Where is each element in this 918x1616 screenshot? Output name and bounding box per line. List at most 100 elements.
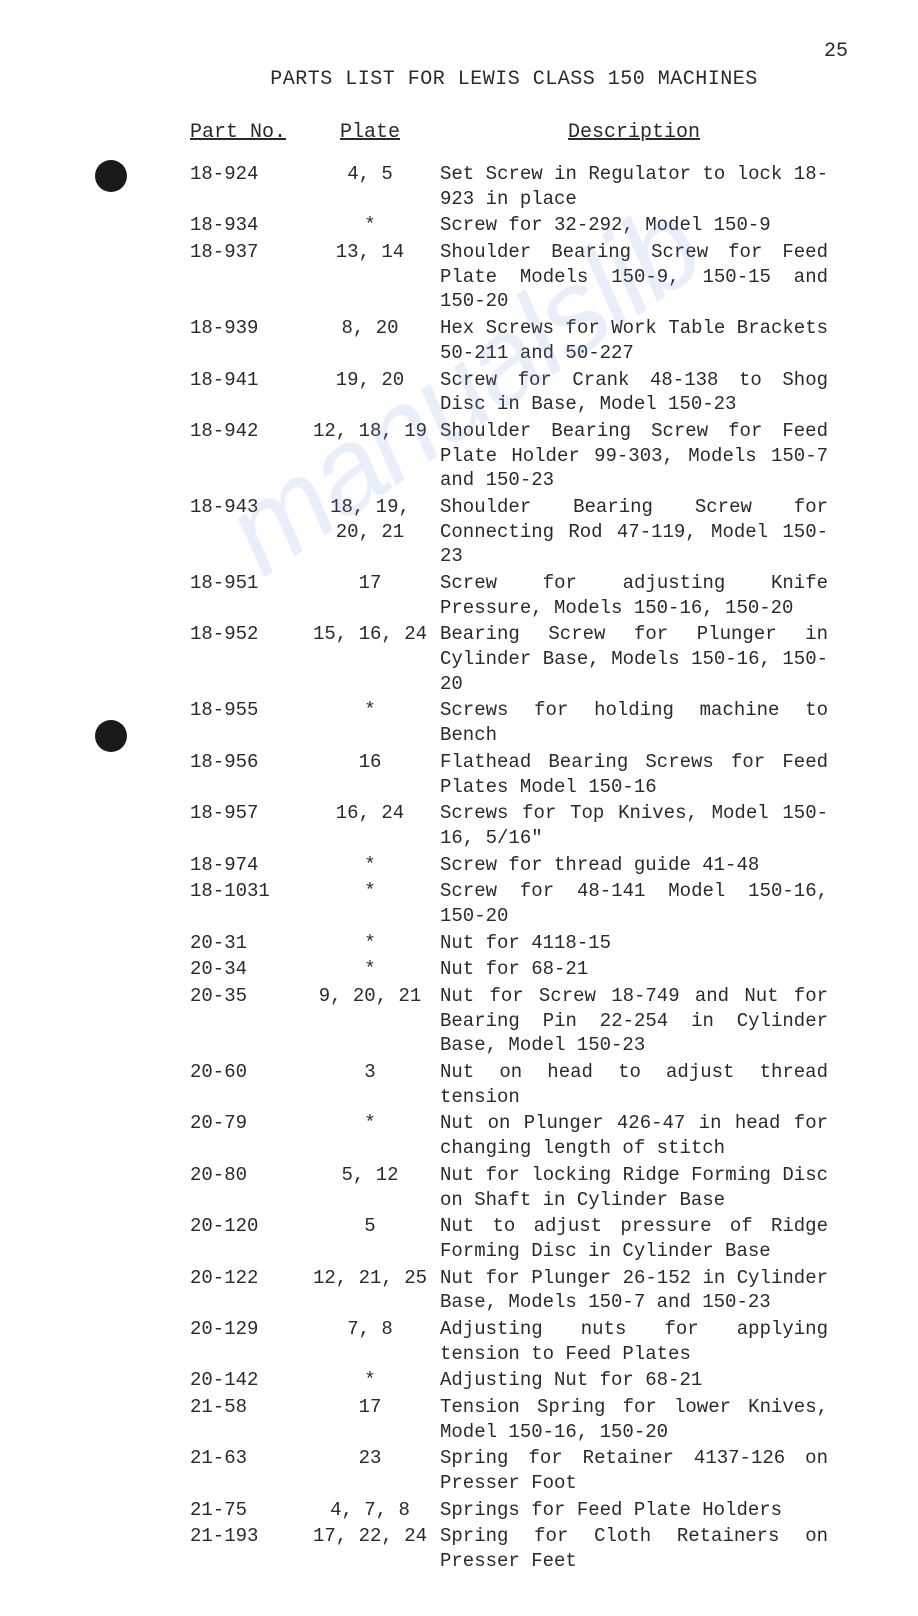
- cell-plate: *: [310, 879, 430, 904]
- cell-part-no: 20-122: [190, 1266, 310, 1291]
- cell-plate: 16: [310, 750, 430, 775]
- cell-part-no: 18-955: [190, 698, 310, 723]
- table-row: 18-9244, 5Set Screw in Regulator to lock…: [190, 162, 828, 211]
- cell-plate: *: [310, 931, 430, 956]
- table-row: 21-754, 7, 8Springs for Feed Plate Holde…: [190, 1498, 828, 1523]
- cell-plate: 15, 16, 24: [310, 622, 430, 647]
- document-page: 25 manualslib PARTS LIST FOR LEWIS CLASS…: [0, 0, 918, 1616]
- table-row: 18-955*Screws for holding machine to Ben…: [190, 698, 828, 747]
- cell-plate: 5: [310, 1214, 430, 1239]
- cell-description: Screw for Crank 48-138 to Shog Disc in B…: [430, 368, 828, 417]
- cell-description: Nut for Screw 18-749 and Nut for Bearing…: [430, 984, 828, 1058]
- cell-part-no: 21-75: [190, 1498, 310, 1523]
- cell-plate: 16, 24: [310, 801, 430, 826]
- page-title: PARTS LIST FOR LEWIS CLASS 150 MACHINES: [170, 68, 858, 91]
- cell-plate: *: [310, 853, 430, 878]
- column-header-plate: Plate: [310, 121, 430, 144]
- page-number: 25: [824, 40, 848, 63]
- cell-plate: 9, 20, 21: [310, 984, 430, 1009]
- cell-plate: 8, 20: [310, 316, 430, 341]
- table-row: 20-1297, 8Adjusting nuts for applying te…: [190, 1317, 828, 1366]
- cell-plate: 5, 12: [310, 1163, 430, 1188]
- cell-description: Nut for Plunger 26-152 in Cylinder Base,…: [430, 1266, 828, 1315]
- table-row: 20-12212, 21, 25Nut for Plunger 26-152 i…: [190, 1266, 828, 1315]
- cell-description: Screw for 32-292, Model 150-9: [430, 213, 828, 238]
- table-row: 20-359, 20, 21Nut for Screw 18-749 and N…: [190, 984, 828, 1058]
- cell-plate: 4, 5: [310, 162, 430, 187]
- cell-description: Tension Spring for lower Knives, Model 1…: [430, 1395, 828, 1444]
- cell-part-no: 20-80: [190, 1163, 310, 1188]
- cell-part-no: 20-79: [190, 1111, 310, 1136]
- cell-part-no: 20-31: [190, 931, 310, 956]
- cell-part-no: 20-129: [190, 1317, 310, 1342]
- cell-description: Screws for holding machine to Bench: [430, 698, 828, 747]
- cell-part-no: 18-956: [190, 750, 310, 775]
- cell-part-no: 18-952: [190, 622, 310, 647]
- cell-part-no: 21-58: [190, 1395, 310, 1420]
- cell-plate: 12, 21, 25: [310, 1266, 430, 1291]
- cell-plate: 18, 19, 20, 21: [310, 495, 430, 544]
- cell-description: Screw for adjusting Knife Pressure, Mode…: [430, 571, 828, 620]
- cell-part-no: 18-939: [190, 316, 310, 341]
- cell-part-no: 18-951: [190, 571, 310, 596]
- cell-part-no: 18-957: [190, 801, 310, 826]
- cell-description: Shoulder Bearing Screw for Feed Plate Mo…: [430, 240, 828, 314]
- cell-plate: 17, 22, 24: [310, 1524, 430, 1549]
- table-header-row: Part No. Plate Description: [190, 121, 828, 144]
- cell-plate: 4, 7, 8: [310, 1498, 430, 1523]
- table-row: 20-603Nut on head to adjust thread tensi…: [190, 1060, 828, 1109]
- punch-hole-icon: [95, 160, 127, 192]
- cell-description: Hex Screws for Work Table Brackets 50-21…: [430, 316, 828, 365]
- cell-description: Flathead Bearing Screws for Feed Plates …: [430, 750, 828, 799]
- table-body: 18-9244, 5Set Screw in Regulator to lock…: [190, 162, 828, 1574]
- cell-plate: 12, 18, 19: [310, 419, 430, 444]
- cell-description: Nut for 68-21: [430, 957, 828, 982]
- cell-part-no: 18-943: [190, 495, 310, 520]
- table-row: 18-94318, 19, 20, 21Shoulder Bearing Scr…: [190, 495, 828, 569]
- cell-plate: *: [310, 1111, 430, 1136]
- cell-description: Spring for Retainer 4137-126 on Presser …: [430, 1446, 828, 1495]
- table-row: 18-94212, 18, 19Shoulder Bearing Screw f…: [190, 419, 828, 493]
- table-row: 18-1031*Screw for 48-141 Model 150-16, 1…: [190, 879, 828, 928]
- cell-plate: *: [310, 698, 430, 723]
- table-row: 18-9398, 20Hex Screws for Work Table Bra…: [190, 316, 828, 365]
- cell-plate: 23: [310, 1446, 430, 1471]
- table-row: 20-31*Nut for 4118-15: [190, 931, 828, 956]
- cell-description: Screw for 48-141 Model 150-16, 150-20: [430, 879, 828, 928]
- cell-description: Nut to adjust pressure of Ridge Forming …: [430, 1214, 828, 1263]
- cell-description: Screws for Top Knives, Model 150-16, 5/1…: [430, 801, 828, 850]
- punch-hole-icon: [95, 720, 127, 752]
- cell-part-no: 20-142: [190, 1368, 310, 1393]
- table-row: 18-974*Screw for thread guide 41-48: [190, 853, 828, 878]
- table-row: 18-934*Screw for 32-292, Model 150-9: [190, 213, 828, 238]
- column-header-description: Description: [430, 121, 828, 144]
- cell-description: Shoulder Bearing Screw for Feed Plate Ho…: [430, 419, 828, 493]
- cell-plate: *: [310, 1368, 430, 1393]
- table-row: 18-94119, 20Screw for Crank 48-138 to Sh…: [190, 368, 828, 417]
- cell-description: Bearing Screw for Plunger in Cylinder Ba…: [430, 622, 828, 696]
- table-row: 20-1205Nut to adjust pressure of Ridge F…: [190, 1214, 828, 1263]
- cell-part-no: 18-937: [190, 240, 310, 265]
- cell-description: Nut on head to adjust thread tension: [430, 1060, 828, 1109]
- cell-description: Screw for thread guide 41-48: [430, 853, 828, 878]
- cell-part-no: 18-941: [190, 368, 310, 393]
- cell-description: Nut on Plunger 426-47 in head for changi…: [430, 1111, 828, 1160]
- cell-description: Set Screw in Regulator to lock 18-923 in…: [430, 162, 828, 211]
- cell-part-no: 20-120: [190, 1214, 310, 1239]
- cell-part-no: 20-34: [190, 957, 310, 982]
- table-row: 20-79*Nut on Plunger 426-47 in head for …: [190, 1111, 828, 1160]
- cell-part-no: 18-1031: [190, 879, 310, 904]
- table-row: 21-19317, 22, 24Spring for Cloth Retaine…: [190, 1524, 828, 1573]
- cell-part-no: 21-63: [190, 1446, 310, 1471]
- cell-plate: 7, 8: [310, 1317, 430, 1342]
- table-row: 18-93713, 14Shoulder Bearing Screw for F…: [190, 240, 828, 314]
- table-row: 18-95716, 24Screws for Top Knives, Model…: [190, 801, 828, 850]
- cell-part-no: 20-35: [190, 984, 310, 1009]
- table-row: 18-95117Screw for adjusting Knife Pressu…: [190, 571, 828, 620]
- cell-part-no: 18-934: [190, 213, 310, 238]
- cell-part-no: 18-924: [190, 162, 310, 187]
- table-row: 20-34*Nut for 68-21: [190, 957, 828, 982]
- cell-plate: 19, 20: [310, 368, 430, 393]
- cell-plate: *: [310, 213, 430, 238]
- cell-plate: *: [310, 957, 430, 982]
